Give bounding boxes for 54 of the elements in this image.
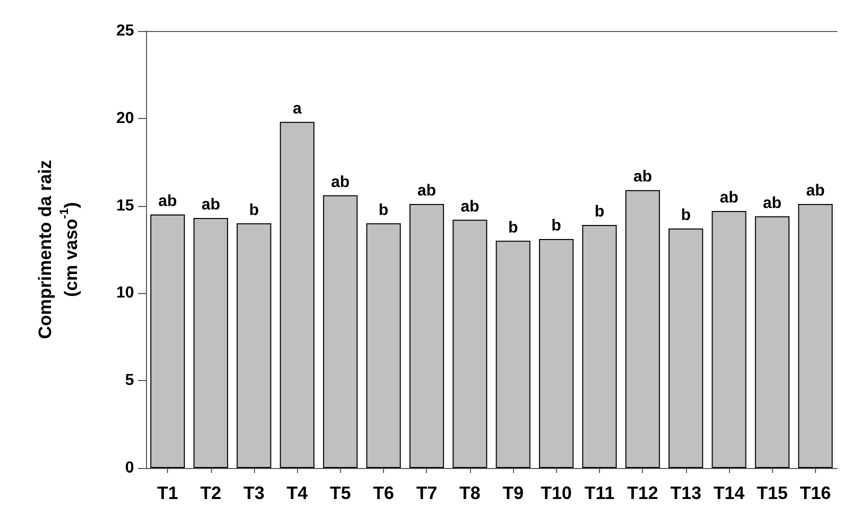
x-tick-label: T4 xyxy=(286,483,308,503)
data-label: ab xyxy=(720,190,739,207)
data-label: ab xyxy=(201,196,220,214)
bar xyxy=(496,240,530,468)
data-label: ab xyxy=(417,182,436,200)
data-label: a xyxy=(292,100,302,118)
bar xyxy=(452,220,488,468)
data-label: b xyxy=(594,204,605,221)
bar xyxy=(409,204,444,468)
data-label: ab xyxy=(762,194,782,212)
x-tick-label: T3 xyxy=(243,483,264,503)
x-tick-label: T10 xyxy=(540,483,572,503)
x-tick-label: T13 xyxy=(670,483,702,503)
y-tick-label: 0 xyxy=(125,460,134,476)
bar xyxy=(366,223,401,468)
bar xyxy=(625,190,660,468)
bar xyxy=(582,225,617,468)
data-label: ab xyxy=(331,174,350,191)
data-label: b xyxy=(378,202,389,219)
y-tick-label: 20 xyxy=(116,110,134,127)
y-tick-label: 5 xyxy=(125,372,134,390)
data-label: b xyxy=(680,207,691,224)
data-label: ab xyxy=(158,193,178,210)
x-tick-label: T8 xyxy=(459,483,480,503)
x-tick-label: T16 xyxy=(800,483,831,503)
bar xyxy=(754,216,790,468)
x-tick-label: T5 xyxy=(330,483,351,503)
bar xyxy=(194,218,228,468)
x-tick-label: T2 xyxy=(200,483,222,503)
data-label: ab xyxy=(633,168,652,186)
x-tick-label: T6 xyxy=(373,483,394,503)
data-label: ab xyxy=(460,198,480,216)
x-tick-label: T15 xyxy=(756,483,788,503)
data-label: b xyxy=(551,218,562,235)
y-tick-label: 15 xyxy=(116,197,134,214)
bar xyxy=(280,122,314,468)
x-tick-label: T7 xyxy=(416,483,438,503)
data-label: b xyxy=(249,202,260,219)
y-tick-label: 25 xyxy=(116,22,134,40)
data-label: ab xyxy=(806,182,825,200)
x-tick-label: T1 xyxy=(157,483,178,503)
bar xyxy=(323,195,358,468)
x-tick-label: T12 xyxy=(627,483,658,503)
bar xyxy=(668,228,704,468)
data-label: b xyxy=(508,219,518,236)
x-tick-label: T9 xyxy=(502,483,524,503)
bar xyxy=(712,211,746,468)
bar xyxy=(539,239,574,468)
y-tick-label: 10 xyxy=(116,284,134,302)
bar xyxy=(150,214,185,468)
x-tick-label: T11 xyxy=(584,483,614,503)
bar xyxy=(236,223,272,468)
x-tick-label: T14 xyxy=(714,483,745,503)
bar xyxy=(798,204,833,468)
